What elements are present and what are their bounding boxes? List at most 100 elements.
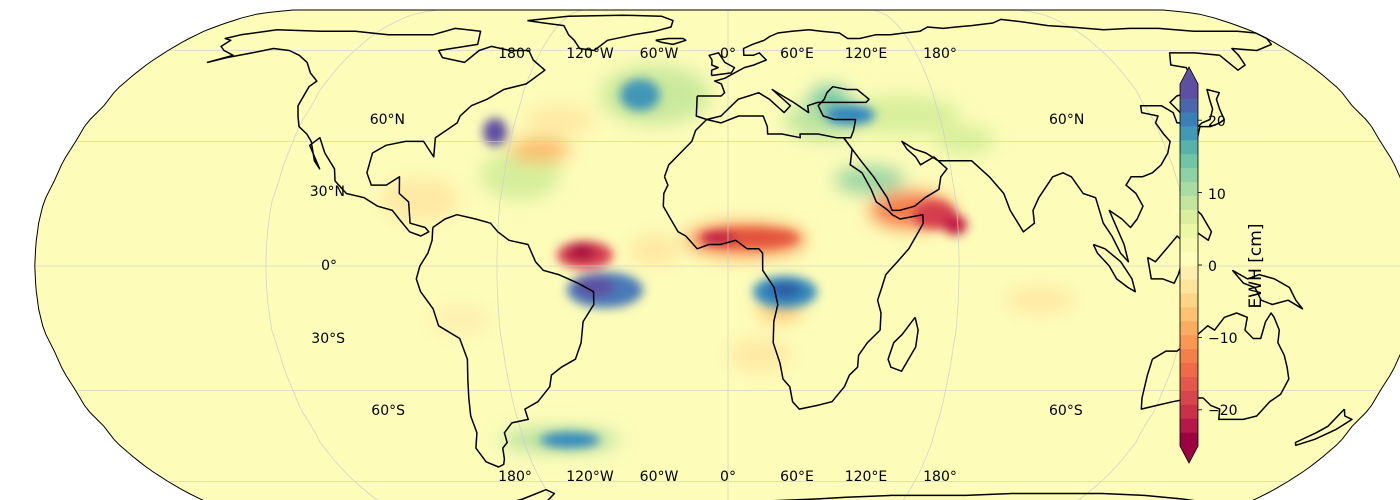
- colorbar-segment: [1180, 153, 1198, 169]
- colorbar-outline: [1179, 66, 1199, 464]
- colorbar-segment: [1180, 265, 1198, 280]
- anomaly-amazon-north: [568, 244, 596, 260]
- colorbar-segment: [1180, 97, 1198, 113]
- anomaly-patch: [630, 235, 680, 265]
- colorbar-segment: [1180, 334, 1198, 350]
- colorbar-tick-label: −10: [1208, 331, 1238, 347]
- colorbar: [1179, 66, 1202, 464]
- anomaly-patch: [510, 138, 570, 162]
- anomaly-patch: [835, 166, 905, 194]
- coast-japan: [1193, 88, 1225, 138]
- colorbar-segment: [1180, 125, 1198, 141]
- colorbar-segment: [1180, 237, 1198, 252]
- colorbar-segment: [1180, 390, 1198, 405]
- colorbar-segment: [1180, 418, 1198, 433]
- coast-greenland: [527, 14, 674, 52]
- coast-africa: [662, 115, 925, 410]
- colorbar-tick-label: 0: [1208, 259, 1217, 275]
- coast-madagascar: [887, 316, 919, 372]
- lon-label-top: 60°W: [640, 46, 679, 62]
- anomaly-siberia: [825, 105, 875, 125]
- colorbar-segment: [1180, 404, 1198, 419]
- coast-north-america: [206, 27, 546, 237]
- lon-label-bottom: 120°E: [845, 469, 888, 485]
- coast-eurasia: [695, 18, 1273, 263]
- anomaly-patch: [525, 105, 595, 135]
- anomaly-patch: [935, 125, 995, 155]
- gridline-meridian: [496, 9, 584, 500]
- colorbar-segment: [1180, 111, 1198, 127]
- lon-label-bottom: 120°W: [566, 469, 614, 485]
- lon-label-top: 60°E: [780, 46, 814, 62]
- anomaly-patch: [1005, 286, 1075, 314]
- lat-label-left: 60°N: [370, 112, 405, 128]
- colorbar-segment: [1180, 181, 1198, 196]
- lon-label-bottom: 60°W: [640, 469, 679, 485]
- lon-labels-top: 180° 120°W 60°W 0° 60°E 120°E 180°: [498, 46, 957, 62]
- lon-label-bottom: 180°: [498, 469, 532, 485]
- lon-label-top: 180°: [498, 46, 532, 62]
- colorbar-segment: [1180, 320, 1198, 336]
- lon-label-top: 0°: [720, 46, 736, 62]
- colorbar-segment: [1180, 223, 1198, 238]
- colorbar-segment: [1180, 195, 1198, 210]
- lon-label-bottom: 180°: [923, 469, 957, 485]
- colorbar-extend-min: [1180, 446, 1198, 463]
- lat-label-right: 60°S: [1049, 403, 1083, 419]
- lon-labels-bottom: 180° 120°W 60°W 0° 60°E 120°E 180°: [498, 469, 957, 485]
- lat-label-right: 60°N: [1049, 112, 1084, 128]
- lon-label-top: 120°W: [566, 46, 614, 62]
- anomaly-patch: [620, 79, 660, 111]
- lon-label-bottom: 0°: [720, 469, 736, 485]
- colorbar-tick-label: −20: [1208, 403, 1238, 419]
- colorbar-segment: [1180, 139, 1198, 155]
- coast-new-zealand: [1294, 408, 1353, 447]
- colorbar-segment: [1180, 167, 1198, 183]
- colorbar-segment: [1180, 432, 1198, 447]
- colorbar-segment: [1180, 292, 1198, 308]
- anomaly-sahel: [700, 231, 736, 245]
- coast-iceland: [655, 37, 687, 46]
- map-globe: [34, 10, 1400, 500]
- colorbar-segment: [1180, 376, 1198, 391]
- colorbar-segment: [1180, 306, 1198, 322]
- lon-label-top: 180°: [923, 46, 957, 62]
- colorbar-segment: [1180, 84, 1198, 99]
- lon-label-top: 120°E: [845, 46, 888, 62]
- colorbar-tick-label: 20: [1208, 114, 1226, 130]
- colorbar-segment: [1180, 348, 1198, 364]
- anomaly-hudson: [483, 118, 507, 146]
- anomaly-amazon-south: [575, 277, 615, 297]
- lat-label-left: 30°S: [311, 331, 345, 347]
- colorbar-segment: [1180, 362, 1198, 377]
- lon-label-bottom: 60°E: [780, 469, 814, 485]
- lat-label-left: 60°S: [371, 403, 405, 419]
- colorbar-label: EWH [cm]: [1246, 224, 1266, 309]
- anomaly-patch: [430, 305, 490, 335]
- anomaly-zambezi: [769, 282, 801, 298]
- lat-labels-left: 60°N 30°N 0° 30°S 60°S: [310, 112, 405, 419]
- lat-label-left: 30°N: [310, 184, 345, 200]
- gridline-meridian: [872, 9, 960, 500]
- lat-labels-right: 60°N 60°S: [1049, 112, 1084, 419]
- lat-label-left: 0°: [321, 258, 337, 274]
- colorbar-segment: [1180, 209, 1198, 224]
- map-outline: [34, 9, 1400, 500]
- colorbar-segment: [1180, 278, 1198, 294]
- anomaly-antarctica: [540, 432, 600, 448]
- anomaly-patch: [380, 178, 460, 222]
- colorbar-tick-label: 10: [1208, 187, 1226, 203]
- coast-south-america: [415, 213, 595, 468]
- colorbar-segment: [1180, 251, 1198, 266]
- gridlines: [34, 9, 1400, 500]
- coastlines: [206, 14, 1353, 500]
- anomaly-patch: [840, 95, 960, 135]
- anomaly-india: [943, 215, 967, 235]
- coast-sumatra: [1092, 243, 1137, 293]
- gridline-meridian: [265, 9, 439, 500]
- coast-uk: [708, 52, 736, 77]
- coast-new-guinea: [1231, 269, 1304, 310]
- coast-antarctica: [516, 488, 1195, 500]
- colorbar-extend-max: [1180, 67, 1198, 84]
